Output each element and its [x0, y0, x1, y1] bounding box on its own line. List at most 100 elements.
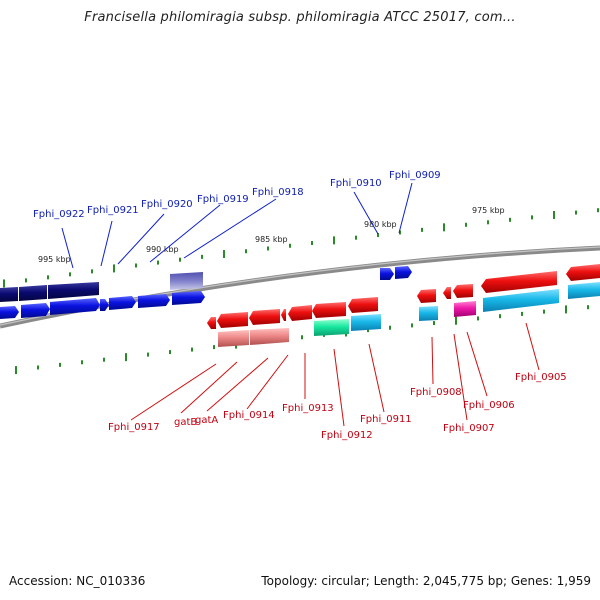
tick-bottom-22 — [499, 314, 501, 319]
gene-green-block[interactable] — [314, 319, 349, 336]
tick-top-8 — [179, 257, 181, 262]
gene-label-fphi-0910[interactable]: Fphi_0910 — [330, 178, 382, 189]
gene-label-fphi-0906[interactable]: Fphi_0906 — [463, 400, 515, 411]
tick-top-3 — [69, 272, 71, 277]
tick-bottom-6 — [147, 352, 149, 357]
tick-top-5 — [113, 264, 115, 273]
tick-top-22 — [487, 220, 489, 225]
tick-bottom-13 — [301, 335, 303, 340]
gene-fphi-0910-arrow[interactable] — [380, 268, 394, 280]
gene-cyan-block-3[interactable] — [483, 289, 559, 312]
tick-top-18 — [399, 230, 401, 235]
tick-bottom-3 — [81, 360, 83, 365]
tick-bottom-18 — [411, 323, 413, 328]
gene-label-fphi-0920[interactable]: Fphi_0920 — [141, 199, 193, 210]
gene-forward-4[interactable] — [100, 299, 109, 311]
tick-top-1 — [25, 278, 27, 283]
gene-cyan-block-1[interactable] — [351, 314, 381, 331]
gene-fphi-0908-arrow[interactable] — [417, 289, 436, 303]
tick-top-10 — [223, 250, 225, 259]
gene-forward-6[interactable] — [138, 294, 170, 308]
tick-top-16 — [355, 235, 357, 240]
gene-label-fphi-0921[interactable]: Fphi_0921 — [87, 205, 139, 216]
gene-fphi-0906-arrow[interactable] — [453, 284, 473, 298]
tick-bottom-20 — [455, 316, 457, 325]
gene-pink-block-1[interactable] — [218, 330, 249, 347]
gene-fphi-0914-arrow[interactable] — [288, 305, 312, 321]
accession-text: Accession: NC_010336 — [9, 574, 146, 588]
tick-top-0 — [3, 279, 5, 288]
scale-label-985: 985 kbp — [255, 235, 288, 244]
tick-top-20 — [443, 223, 445, 232]
tick-top-25 — [553, 210, 555, 219]
gene-label-gatb[interactable]: gatB — [174, 417, 197, 428]
gene-label-fphi-0922[interactable]: Fphi_0922 — [33, 209, 85, 220]
tick-bottom-16 — [367, 328, 369, 333]
gene-fphi-0912-arrow[interactable] — [348, 297, 378, 313]
tick-top-12 — [267, 246, 269, 251]
gene-label-gata[interactable]: gatA — [195, 415, 218, 426]
gene-fphi-0921-block[interactable] — [19, 285, 47, 301]
gene-forward-3[interactable] — [50, 298, 100, 315]
tick-bottom-17 — [389, 325, 391, 330]
forward-genes — [0, 266, 412, 319]
gene-cyan-block-4[interactable] — [568, 282, 600, 299]
gene-fphi-0907-arrow[interactable] — [443, 287, 451, 299]
gene-label-fphi-0917[interactable]: Fphi_0917 — [108, 422, 160, 433]
gene-label-fphi-0918[interactable]: Fphi_0918 — [252, 187, 304, 198]
gene-label-fphi-0911[interactable]: Fphi_0911 — [360, 414, 412, 425]
top-callout-lines — [61, 182, 413, 269]
gene-label-fphi-0909[interactable]: Fphi_0909 — [389, 170, 441, 181]
tick-top-6 — [135, 263, 137, 268]
gene-label-fphi-0912[interactable]: Fphi_0912 — [321, 430, 373, 441]
scale-label-995: 995 kbp — [38, 255, 71, 264]
tick-top-7 — [157, 260, 159, 265]
tick-top-23 — [509, 217, 511, 222]
scale-label-990: 990 kbp — [146, 245, 179, 254]
gene-magenta-block[interactable] — [454, 301, 476, 317]
tick-bottom-2 — [59, 362, 61, 367]
tick-bottom-5 — [125, 353, 127, 362]
gene-label-fphi-0908[interactable]: Fphi_0908 — [410, 387, 462, 398]
tick-bottom-0 — [15, 366, 17, 375]
gene-fphi-0920-block[interactable] — [48, 282, 99, 299]
gene-forward-7[interactable] — [172, 291, 205, 305]
tick-bottom-21 — [477, 316, 479, 321]
gene-forward-1[interactable] — [0, 306, 19, 319]
gene-forward-2[interactable] — [21, 303, 50, 318]
gene-fphi-0917-arrow[interactable] — [217, 312, 248, 328]
gene-forward-5[interactable] — [109, 296, 136, 310]
gene-fphi-0905-arrow[interactable] — [481, 271, 557, 293]
tick-bottom-19 — [433, 321, 435, 326]
gene-label-fphi-0914[interactable]: Fphi_0914 — [223, 410, 275, 421]
gene-fphi-0913-arrow[interactable] — [312, 302, 346, 318]
scale-label-975: 975 kbp — [472, 206, 505, 215]
gene-fphi-0918-block[interactable] — [170, 272, 203, 290]
gene-pink-block-2[interactable] — [250, 328, 289, 345]
gene-label-fphi-0919[interactable]: Fphi_0919 — [197, 194, 249, 205]
tick-bottom-24 — [543, 309, 545, 314]
tick-bottom-26 — [587, 305, 589, 310]
tick-top-14 — [311, 241, 313, 246]
tick-top-26 — [575, 210, 577, 215]
gene-cyan-block-2[interactable] — [419, 306, 438, 321]
scale-ticks-top — [3, 208, 599, 288]
tick-bottom-9 — [213, 345, 215, 350]
topology-text: Topology: circular; Length: 2,045,775 bp… — [261, 574, 591, 588]
tick-top-24 — [531, 215, 533, 220]
tick-bottom-25 — [565, 305, 567, 314]
gene-gata-arrow[interactable] — [281, 309, 286, 321]
tick-top-11 — [245, 249, 247, 254]
reverse-genes — [207, 264, 600, 347]
gene-fphi-0922-block[interactable] — [0, 287, 18, 302]
gene-label-fphi-0905[interactable]: Fphi_0905 — [515, 372, 567, 383]
gene-reverse-edge[interactable] — [566, 264, 600, 281]
tick-top-21 — [465, 222, 467, 227]
gene-label-fphi-0907[interactable]: Fphi_0907 — [443, 423, 495, 434]
gene-fphi-0909-arrow[interactable] — [395, 266, 412, 279]
gene-gatb-arrow[interactable] — [249, 309, 280, 325]
tick-bottom-8 — [191, 347, 193, 352]
gene-reverse-small[interactable] — [207, 317, 216, 329]
gene-label-fphi-0913[interactable]: Fphi_0913 — [282, 403, 334, 414]
